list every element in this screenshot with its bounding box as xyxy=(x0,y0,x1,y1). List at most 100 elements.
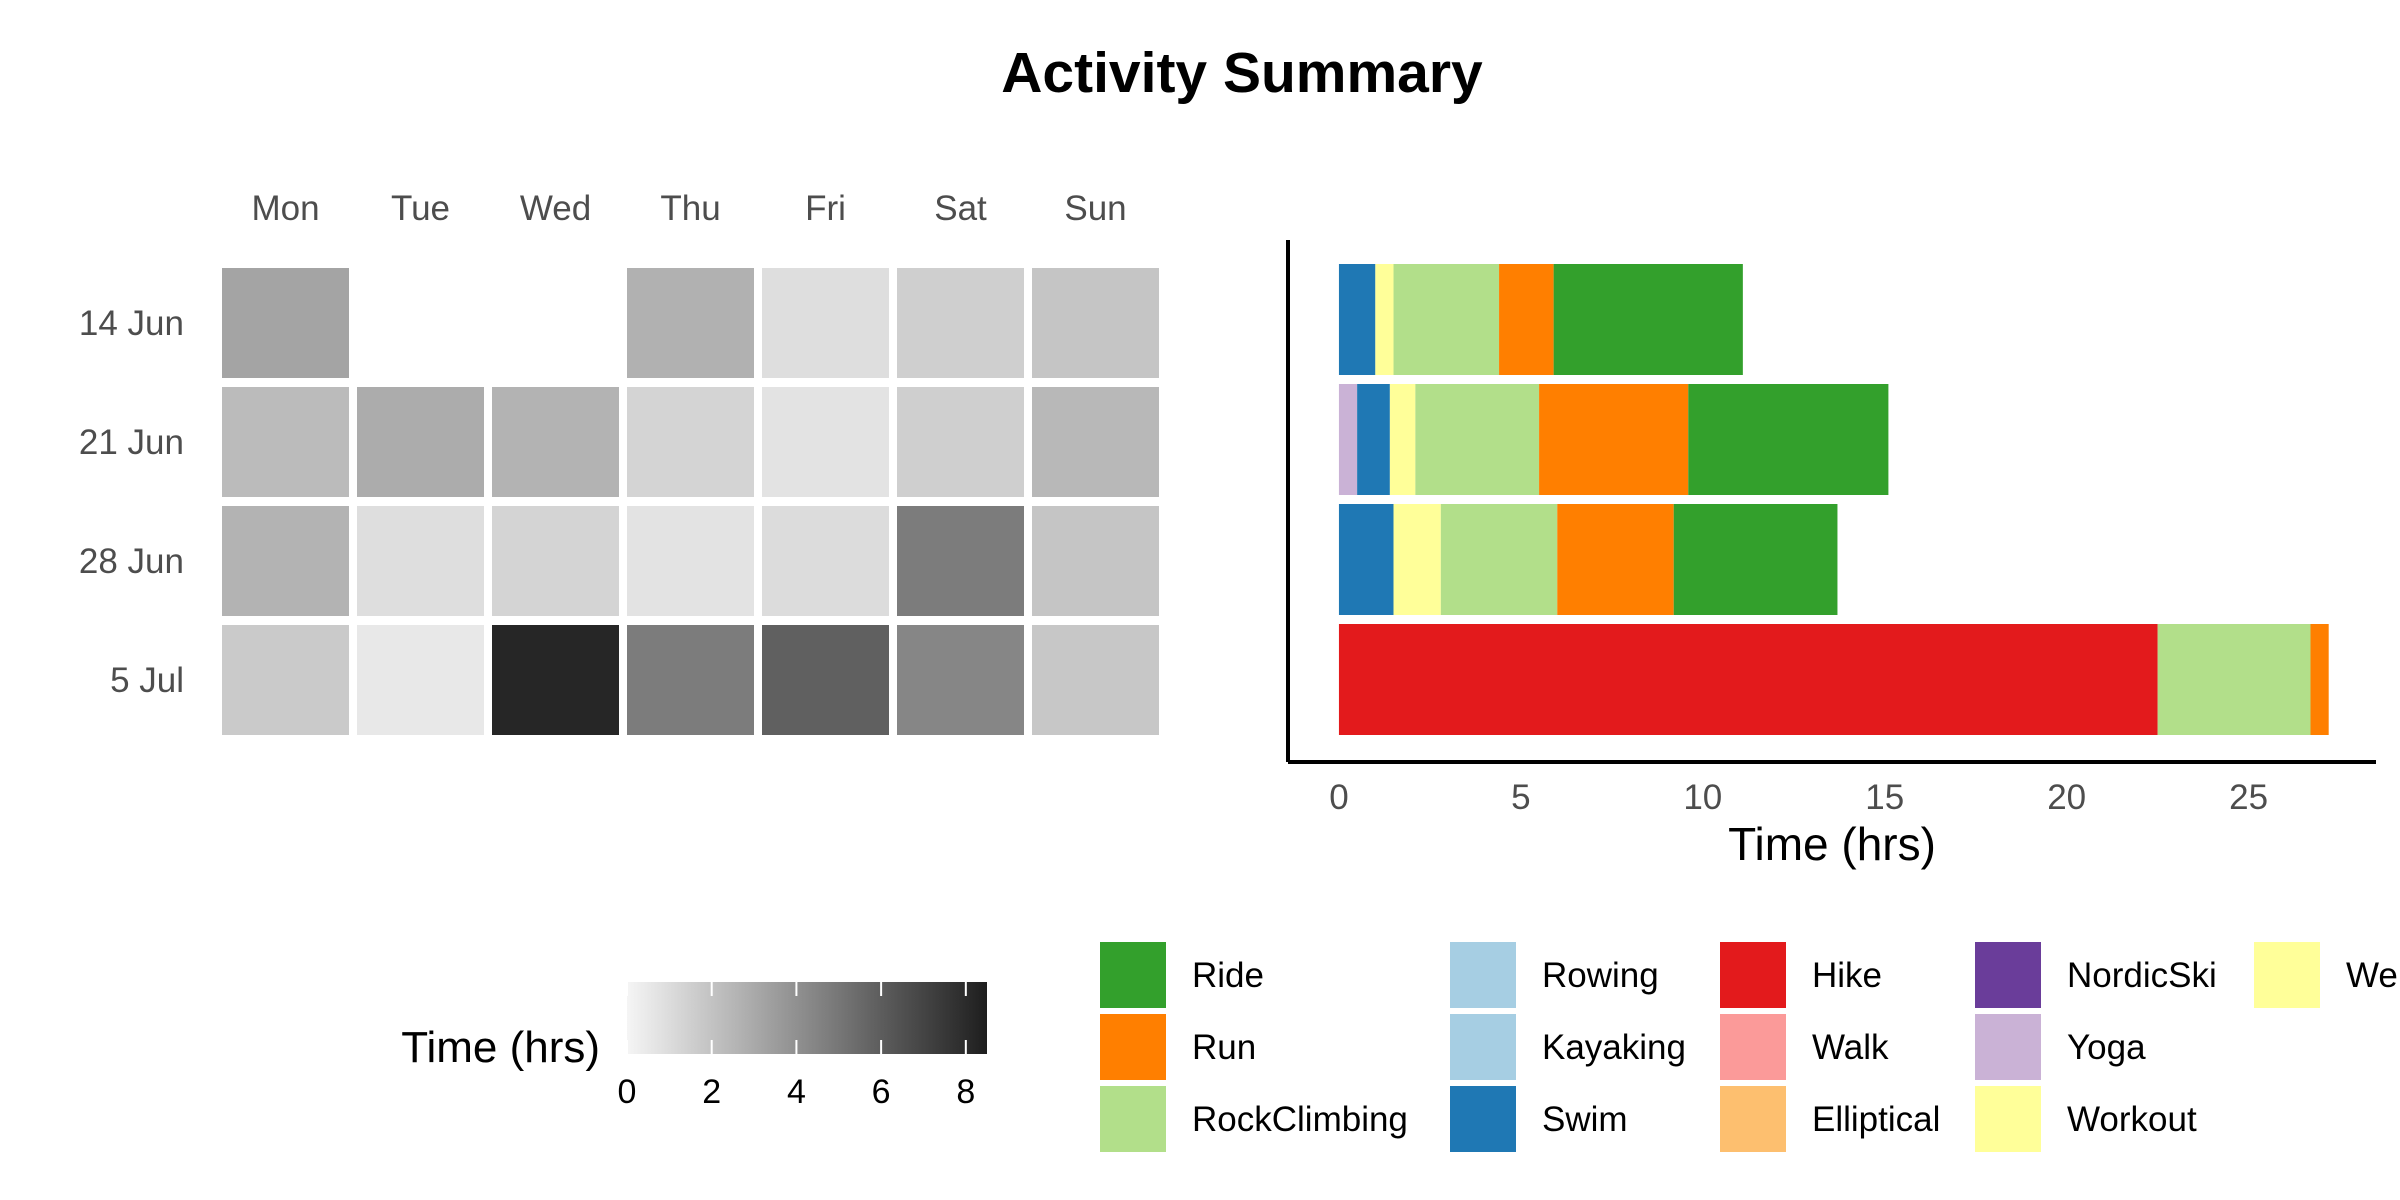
legend-swatch xyxy=(1100,1086,1166,1152)
heatmap-cell xyxy=(1032,625,1159,735)
heatmap-week-label: 21 Jun xyxy=(79,423,184,462)
bar-x-tick-label: 5 xyxy=(1511,778,1530,817)
legend-swatch xyxy=(1100,1014,1166,1080)
legend-label: Kayaking xyxy=(1542,1028,1686,1067)
bar-x-tick-label: 10 xyxy=(1683,778,1722,817)
bar-x-axis-title: Time (hrs) xyxy=(1728,818,1936,870)
bar-segment xyxy=(1338,624,2158,735)
legend-swatch xyxy=(1975,1014,2041,1080)
heatmap-cell xyxy=(492,625,619,735)
heatmap-cell xyxy=(492,387,619,497)
heatmap-cell xyxy=(627,387,754,497)
heatmap-week-label: 5 Jul xyxy=(110,661,184,700)
legend-label: RockClimbing xyxy=(1192,1100,1408,1139)
bar-x-tick-label: 0 xyxy=(1329,778,1348,817)
colorbar-legend: 0 2 4 6 8 Time (hrs) xyxy=(401,982,987,1111)
colorbar-tick-label: 0 xyxy=(618,1073,637,1111)
legend-swatch xyxy=(1450,1086,1516,1152)
legend-label: Elliptical xyxy=(1812,1100,1940,1139)
heatmap-cell xyxy=(762,268,889,378)
chart-title: Activity Summary xyxy=(1001,41,1483,105)
bar-x-tick-label: 15 xyxy=(1865,778,1904,817)
heatmap-cell xyxy=(1032,506,1159,616)
calendar-heatmap: Mon Tue Wed Thu Fri Sat Sun 14 Jun 21 Jun 28 Jun 5… xyxy=(79,189,1159,735)
heatmap-cell xyxy=(357,625,484,735)
bar-segment xyxy=(1338,384,1358,495)
legend-swatch xyxy=(1975,942,2041,1008)
heatmap-cell xyxy=(897,387,1024,497)
heatmap-day-label: Tue xyxy=(391,189,450,228)
bar-x-tick-label: 20 xyxy=(2047,778,2086,817)
colorbar-tick-label: 2 xyxy=(702,1073,721,1111)
heatmap-cell xyxy=(762,387,889,497)
heatmap-day-label: Thu xyxy=(660,189,720,228)
heatmap-cell xyxy=(222,625,349,735)
bar-segment xyxy=(1415,384,1540,495)
heatmap-cell xyxy=(897,268,1024,378)
bar-segment xyxy=(2157,624,2311,735)
legend-swatch xyxy=(1450,942,1516,1008)
legend-label: Rowing xyxy=(1542,956,1659,995)
heatmap-cell xyxy=(357,387,484,497)
heatmap-cell xyxy=(222,268,349,378)
legend-swatch xyxy=(2254,942,2320,1008)
heatmap-cell xyxy=(627,625,754,735)
bar-x-tick-label: 25 xyxy=(2229,778,2268,817)
bar-segment xyxy=(1499,264,1554,375)
bar-segment xyxy=(1673,504,1838,615)
bar-segment xyxy=(2310,624,2329,735)
heatmap-cell xyxy=(1032,268,1159,378)
colorbar-gradient xyxy=(627,982,987,1054)
heatmap-cell xyxy=(357,506,484,616)
bar-segment xyxy=(1440,504,1558,615)
heatmap-day-label: Fri xyxy=(805,189,846,228)
bar-segment xyxy=(1539,384,1689,495)
colorbar-title: Time (hrs) xyxy=(401,1023,600,1072)
legend-label: Hike xyxy=(1812,956,1882,995)
legend-label: Yoga xyxy=(2067,1028,2146,1067)
heatmap-week-label: 14 Jun xyxy=(79,304,184,343)
bar-segment xyxy=(1553,264,1743,375)
heatmap-cell xyxy=(222,387,349,497)
legend-label: Run xyxy=(1192,1028,1256,1067)
bar-segment xyxy=(1393,504,1441,615)
legend-swatch xyxy=(1720,942,1786,1008)
activity-legend: Ride Run RockClimbing Rowing Kayaking Swim Hik… xyxy=(1100,942,2398,1152)
legend-swatch xyxy=(1720,1014,1786,1080)
legend-swatch xyxy=(1975,1086,2041,1152)
bar-segment xyxy=(1338,504,1394,615)
heatmap-cell xyxy=(627,506,754,616)
bar-segment xyxy=(1375,264,1394,375)
heatmap-cell xyxy=(897,625,1024,735)
legend-label: Walk xyxy=(1812,1028,1889,1067)
bar-segment xyxy=(1557,504,1674,615)
colorbar-tick-label: 8 xyxy=(956,1073,975,1111)
weekly-stacked-bar-chart: 0 5 10 15 20 25 Time (hrs) xyxy=(1286,240,2376,870)
heatmap-week-label: 28 Jun xyxy=(79,542,184,581)
bar-segment xyxy=(1338,264,1376,375)
heatmap-cell xyxy=(222,506,349,616)
legend-swatch xyxy=(1720,1086,1786,1152)
heatmap-cell xyxy=(627,268,754,378)
legend-label: Workout xyxy=(2067,1100,2197,1139)
heatmap-cell xyxy=(897,506,1024,616)
heatmap-day-label: Sun xyxy=(1064,189,1126,228)
bar-segment xyxy=(1389,384,1416,495)
colorbar-tick-label: 4 xyxy=(787,1073,806,1111)
heatmap-day-label: Wed xyxy=(520,189,591,228)
legend-swatch xyxy=(1100,942,1166,1008)
bar-segment xyxy=(1393,264,1500,375)
heatmap-day-label: Sat xyxy=(934,189,987,228)
heatmap-cell xyxy=(762,506,889,616)
heatmap-cell xyxy=(762,625,889,735)
legend-label: Swim xyxy=(1542,1100,1628,1139)
heatmap-cell xyxy=(1032,387,1159,497)
heatmap-cell xyxy=(492,506,619,616)
legend-label: We xyxy=(2346,956,2398,995)
legend-label: NordicSki xyxy=(2067,956,2217,995)
legend-swatch xyxy=(1450,1014,1516,1080)
legend-label: Ride xyxy=(1192,956,1264,995)
heatmap-day-label: Mon xyxy=(251,189,319,228)
bar-segment xyxy=(1688,384,1889,495)
